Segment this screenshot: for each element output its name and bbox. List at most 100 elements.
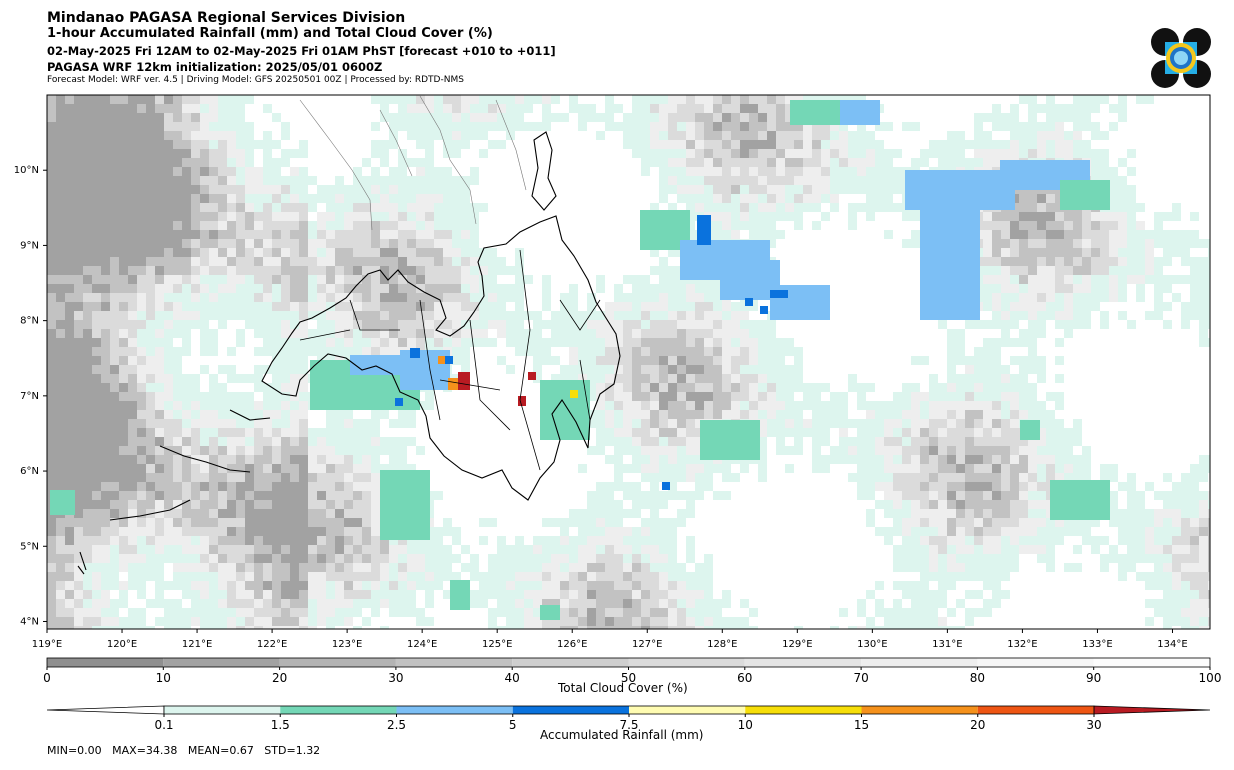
cloud-cell — [884, 131, 893, 140]
cloud-cell — [1073, 419, 1082, 428]
cloud-cell — [1190, 392, 1199, 401]
cloud-cell — [560, 212, 569, 221]
cloud-cell — [947, 131, 956, 140]
cloud-cell — [479, 185, 488, 194]
cloud-cell — [236, 293, 245, 302]
cloud-cell — [1163, 374, 1172, 383]
cloud-cell — [1154, 167, 1163, 176]
cloud-cell — [740, 365, 749, 374]
cloud-cell — [1055, 311, 1064, 320]
cloud-cell — [389, 140, 398, 149]
cloud-cell — [371, 302, 380, 311]
cloud-cell — [560, 185, 569, 194]
cloud-cell — [1109, 347, 1118, 356]
cloud-cell — [56, 194, 65, 203]
cloud-cell — [1199, 257, 1208, 266]
cloud-cell — [1136, 428, 1145, 437]
cloud-cell — [173, 320, 182, 329]
cloud-cell — [353, 347, 362, 356]
cloud-cell — [965, 329, 974, 338]
cloud-cell — [56, 158, 65, 167]
cloud-cell — [1082, 392, 1091, 401]
cloud-cell — [1037, 113, 1046, 122]
cloud-cell — [461, 284, 470, 293]
cloud-cell — [362, 338, 371, 347]
cloud-cell — [218, 311, 227, 320]
cloud-cell — [200, 365, 209, 374]
cloud-cell — [641, 176, 650, 185]
cloud-cell — [740, 122, 749, 131]
cloud-cell — [578, 167, 587, 176]
cloud-cell — [1073, 302, 1082, 311]
cloud-cell — [1055, 122, 1064, 131]
cloud-cell — [1010, 266, 1019, 275]
cloud-cell — [110, 275, 119, 284]
cloud-cell — [839, 374, 848, 383]
cloud-cell — [254, 338, 263, 347]
cloud-cell — [218, 428, 227, 437]
cloud-cell — [488, 392, 497, 401]
cloud-cell — [1028, 365, 1037, 374]
cloud-cell — [281, 284, 290, 293]
cloud-cell — [1037, 311, 1046, 320]
cloud-cell — [893, 122, 902, 131]
cloud-cell — [713, 113, 722, 122]
cloud-cell — [101, 356, 110, 365]
cloud-cell — [1172, 122, 1181, 131]
cloud-cell — [497, 338, 506, 347]
cloud-cell — [173, 284, 182, 293]
cloud-cell — [371, 140, 380, 149]
cloud-cell — [389, 293, 398, 302]
cloud-cell — [920, 374, 929, 383]
cloud-cell — [623, 149, 632, 158]
cloud-cell — [1154, 113, 1163, 122]
cloud-cell — [524, 185, 533, 194]
cloud-cell — [1082, 113, 1091, 122]
cloud-cell — [1001, 401, 1010, 410]
cloud-cell — [1028, 122, 1037, 131]
cloud-cell — [857, 266, 866, 275]
cloud-cell — [182, 212, 191, 221]
cloud-cell — [416, 311, 425, 320]
cloud-cell — [605, 284, 614, 293]
cloud-cell — [92, 437, 101, 446]
cloud-cell — [929, 356, 938, 365]
cloud-cell — [218, 122, 227, 131]
cloud-cell — [1001, 347, 1010, 356]
cloud-cell — [65, 95, 74, 104]
cloud-cell — [902, 329, 911, 338]
cloud-cell — [1037, 284, 1046, 293]
cloud-cell — [1208, 347, 1210, 356]
cloud-cell — [848, 392, 857, 401]
cloud-cell — [1037, 410, 1046, 419]
cloud-cell — [1055, 248, 1064, 257]
cloud-cell — [884, 230, 893, 239]
cloud-cell — [794, 266, 803, 275]
cloud-cell — [623, 257, 632, 266]
cloud-cell — [1163, 401, 1172, 410]
cloud-cell — [290, 365, 299, 374]
cloud-cell — [1181, 113, 1190, 122]
cloud-cell — [452, 338, 461, 347]
cloud-cell — [830, 365, 839, 374]
cloud-cell — [380, 140, 389, 149]
cloud-cell — [209, 194, 218, 203]
cloud-cell — [1163, 284, 1172, 293]
cloud-cell — [1127, 284, 1136, 293]
cloud-cell — [146, 302, 155, 311]
cloud-cell — [1172, 230, 1181, 239]
cloud-cell — [659, 194, 668, 203]
cloud-cell — [209, 221, 218, 230]
cloud-cell — [632, 356, 641, 365]
cloud-cell — [839, 311, 848, 320]
cloud-cell — [1064, 320, 1073, 329]
cloud-cell — [965, 401, 974, 410]
cloud-cell — [470, 95, 479, 104]
cloud-cell — [1100, 221, 1109, 230]
cloud-cell — [776, 194, 785, 203]
cloud-cell — [1100, 428, 1109, 437]
cloud-cell — [488, 176, 497, 185]
cloud-cell — [254, 113, 263, 122]
cloud-cell — [902, 401, 911, 410]
cloud-cell — [344, 266, 353, 275]
